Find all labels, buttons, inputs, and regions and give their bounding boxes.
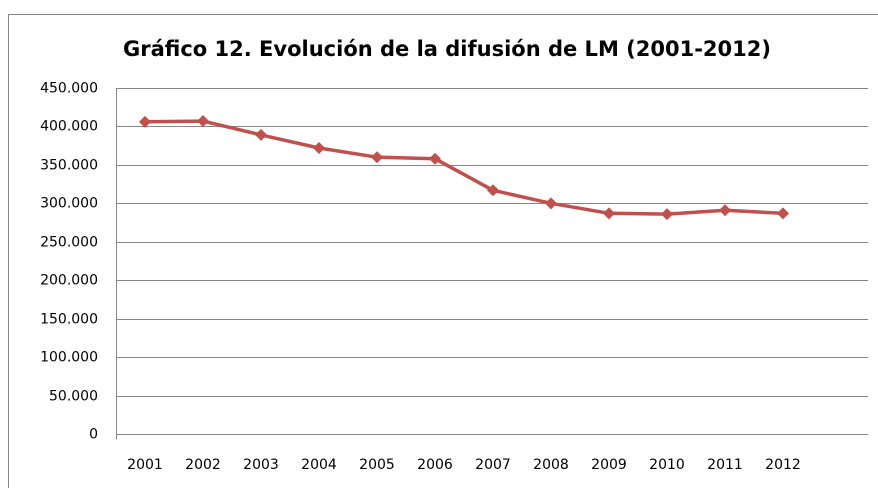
y-tick-label: 50.000 xyxy=(49,389,98,405)
x-tick-label: 2003 xyxy=(243,457,279,473)
y-tick-label: 300.000 xyxy=(40,196,98,212)
x-tick-label: 2012 xyxy=(765,457,801,473)
y-tick-label: 100.000 xyxy=(40,350,98,366)
y-tick-label: 450.000 xyxy=(40,81,98,97)
x-tick-label: 2002 xyxy=(185,457,221,473)
x-tick-label: 2006 xyxy=(417,457,453,473)
y-tick-label: 400.000 xyxy=(40,119,98,135)
x-tick-label: 2001 xyxy=(127,457,163,473)
x-tick-label: 2008 xyxy=(533,457,569,473)
x-tick-label: 2004 xyxy=(301,457,337,473)
x-tick-label: 2005 xyxy=(359,457,395,473)
x-tick-label: 2011 xyxy=(707,457,743,473)
data-point xyxy=(313,141,325,154)
x-tick-label: 2009 xyxy=(591,457,627,473)
data-point xyxy=(197,115,209,128)
data-point xyxy=(429,152,441,165)
x-tick-label: 2007 xyxy=(475,457,511,473)
data-point xyxy=(719,204,731,217)
data-point xyxy=(255,128,267,141)
y-tick-label: 0 xyxy=(89,427,98,443)
data-point xyxy=(371,151,383,164)
y-tick-label: 200.000 xyxy=(40,273,98,289)
y-tick-label: 150.000 xyxy=(40,312,98,328)
y-tick-label: 250.000 xyxy=(40,235,98,251)
data-point xyxy=(487,184,499,197)
data-point xyxy=(661,208,673,221)
data-point xyxy=(777,207,789,220)
chart-frame xyxy=(8,14,878,488)
x-tick-label: 2010 xyxy=(649,457,685,473)
data-point xyxy=(139,115,151,128)
data-point xyxy=(603,207,615,220)
chart-title: Gráfico 12. Evolución de la difusión de … xyxy=(123,37,771,61)
series-line xyxy=(144,119,784,216)
data-point xyxy=(545,197,557,210)
y-tick-label: 350.000 xyxy=(40,158,98,174)
